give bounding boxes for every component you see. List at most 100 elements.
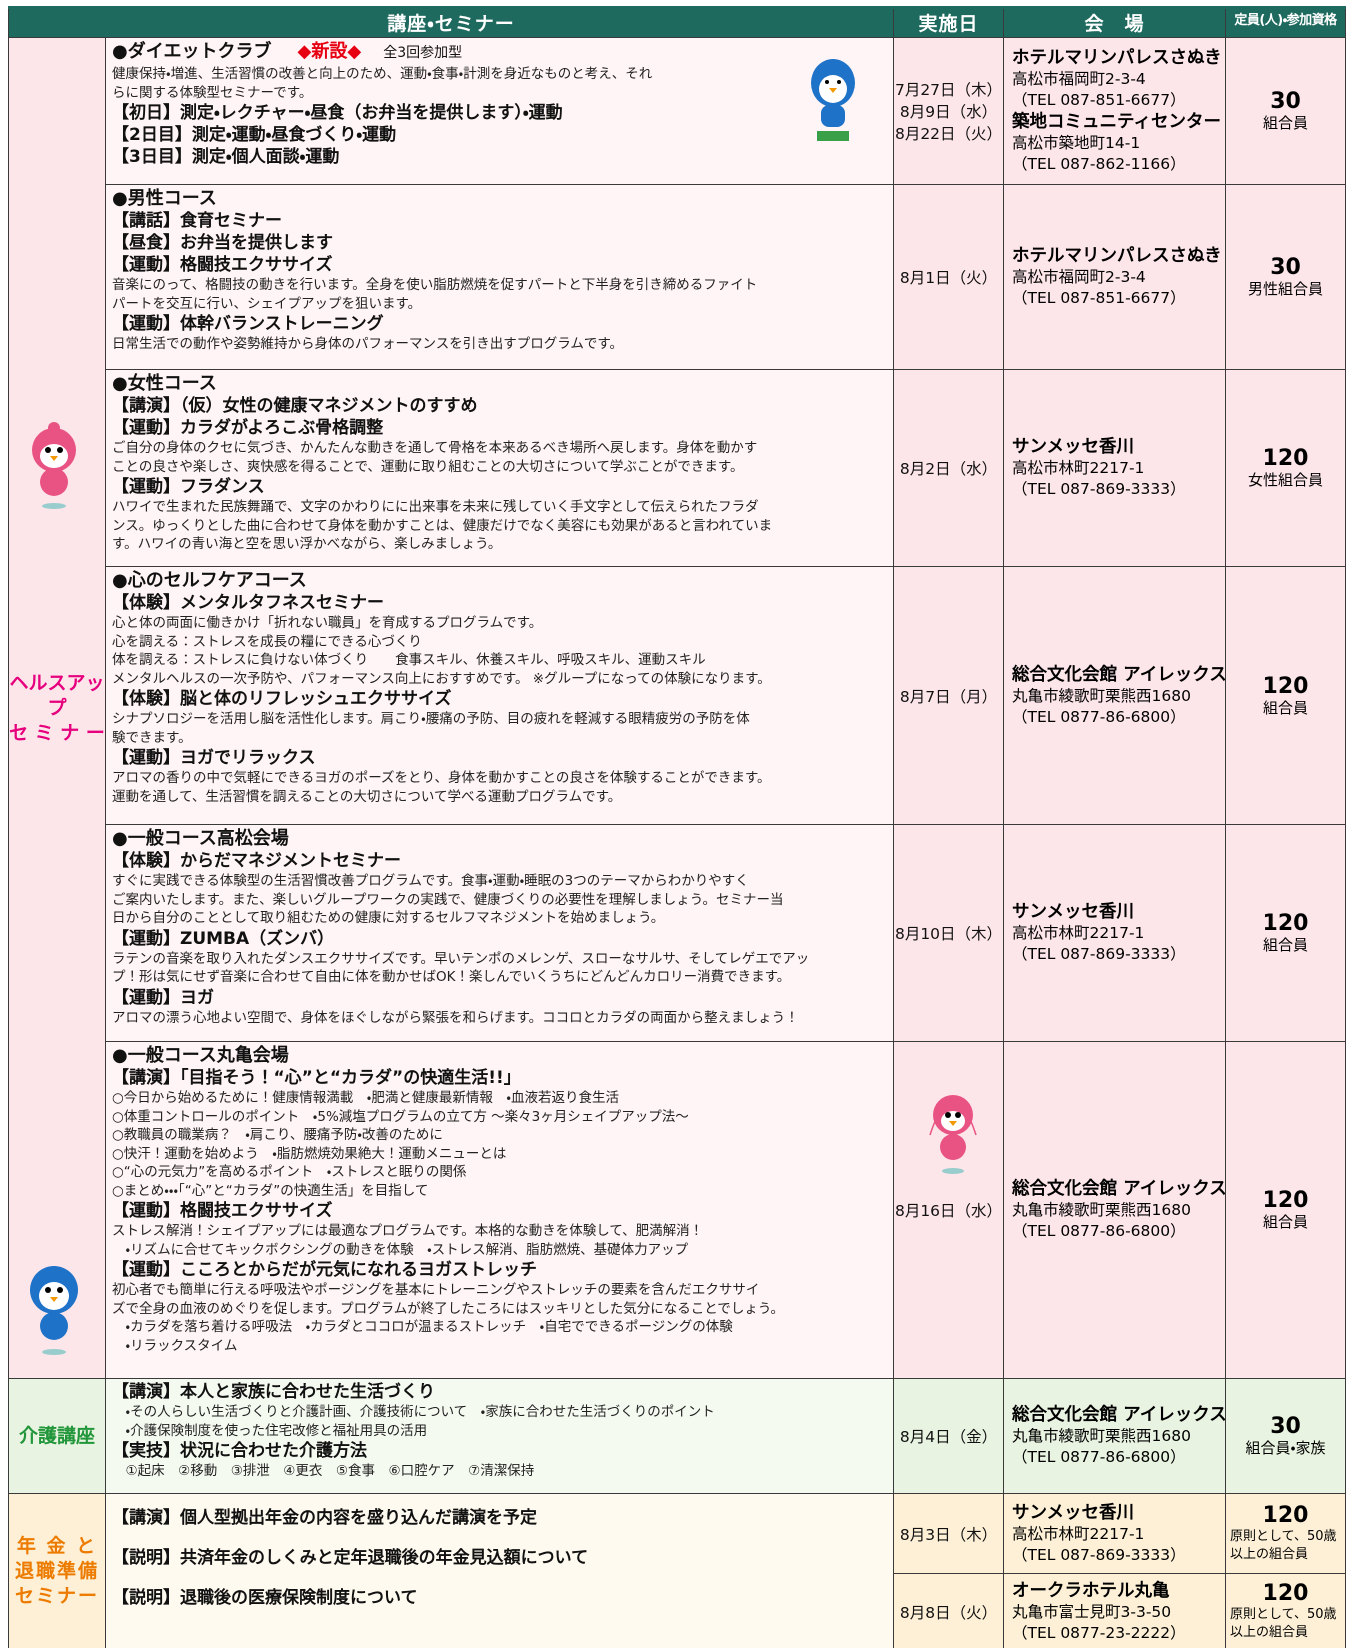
table-row: ●男性コース 【講話】食育セミナー 【昼食】お弁当を提供します 【運動】格闘技エクササ… — [9, 184, 1346, 370]
item-text: 健康保持・増進、生活習慣の改善と向上のため、運動・食事・計測を身近なものと考え、… — [112, 66, 653, 82]
date-cell: 8月8日（火） — [893, 1573, 1004, 1648]
item-heading: 【運動】ZUMBA（ズンバ） — [112, 928, 335, 949]
capacity-cell: 120 女性組合員 — [1225, 369, 1346, 567]
item-heading: 【体験】脳と体のリフレッシュエクササイズ — [112, 689, 452, 709]
item-text: ・リラックスタイム — [112, 1337, 238, 1354]
item-text: ご案内いたします。また、楽しいグループワークの実践で、健康づくりの必要性を理解し… — [112, 891, 784, 908]
date-list: 8月7日（月） — [895, 685, 1003, 707]
date-cell: 8月10日（木） — [893, 824, 1004, 1042]
item-text: ラテンの音楽を取り入れたダンスエクササイズです。早いテンポのメレンゲ、スローなサ… — [112, 950, 810, 967]
date: 8月7日（月） — [899, 687, 998, 706]
title-text: ●一般コース高松会場 — [112, 828, 289, 849]
eligibility: 以上の組合員 — [1230, 1624, 1309, 1640]
category-label: セミナー — [14, 1585, 99, 1607]
capacity-cell: 30 男性組合員 — [1225, 184, 1346, 370]
date-cell: 7月27日（木） 8月9日（水） 8月22日（火） — [893, 37, 1004, 185]
item-text: ことの良さや楽しさ、爽快感を得ることで、運動に取り組むことの大切さについて学ぶこ… — [112, 458, 744, 475]
date: 8月4日（金） — [899, 1428, 998, 1446]
content-cell: ●女性コース 【講演】（仮）女性の健康マネジメントのすすめ 【運動】カラダがよろこぶ… — [105, 369, 894, 567]
item-text: 験できます。 — [112, 729, 192, 746]
date-cell: 8月1日（火） — [893, 184, 1004, 370]
mascot — [32, 422, 76, 509]
item-heading: 【説明】共済年金のしくみと定年退職後の年金見込額について — [112, 1548, 589, 1568]
category-cell: 年 金 と退職準備 セミナー — [8, 1493, 106, 1648]
capacity-cell: 120 原則として、50歳 以上の組合員 — [1225, 1493, 1346, 1574]
venue-address: 高松市築地町14-1 — [1012, 134, 1141, 152]
category-label: ヘルスアップ — [9, 671, 105, 719]
capacity-number: 30 — [1270, 1414, 1301, 1439]
date: 8月16日（水） — [894, 1202, 1003, 1220]
item-heading: 【体験】メンタルタフネスセミナー — [112, 593, 384, 613]
date-cell: 8月4日（金） — [893, 1378, 1004, 1494]
course-title: ●男性コース — [112, 187, 893, 210]
item-text: ○今日から始めるために！健康情報満載 ・肥満と健康最新情報 ・血液若返り食生活 — [112, 1090, 619, 1106]
item-text: プ！形は気にせず音楽に合わせて自由に体を動かせばOK！楽しんでいくうちにどんどん… — [112, 969, 791, 985]
venue-tel: （TEL 0877-86-6800） — [1012, 1448, 1186, 1466]
date: 8月8日（火） — [899, 1603, 998, 1622]
date-cell: 8月7日（月） — [893, 566, 1004, 825]
venue-address: 丸亀市綾歌町栗熊西1680 — [1012, 1201, 1191, 1219]
date: 8月22日（火） — [894, 125, 1003, 143]
item-text: 心と体の両面に働きかけ「折れない職員」を育成するプログラムです。 — [112, 615, 543, 631]
item-text: パートを交互に行い、シェイプアップを狙います。 — [112, 295, 422, 312]
eligibility: 男性組合員 — [1247, 280, 1323, 298]
item-heading: 【運動】こころとからだが元気になれるヨガストレッチ — [112, 1260, 537, 1280]
header-venue: 会 場 — [1003, 6, 1226, 38]
venue-address: 高松市福岡町2-3-4 — [1012, 268, 1146, 286]
category-cell: ヘルスアップセ ミ ナ ー — [8, 37, 106, 1379]
venue-cell: サンメッセ香川 高松市林町2217-1 （TEL 087-869-3333） — [1003, 369, 1226, 567]
mascot — [811, 59, 855, 141]
item-text: ご自分の身体のクセに気づき、かんたんな動きを通して骨格を本来あるべき場所へ戻しま… — [112, 440, 758, 456]
venue-address: 高松市林町2217-1 — [1012, 924, 1145, 942]
item-text: シナプソロジーを活用し脳を活性化します。肩こり・腰痛の予防、目の疲れを軽減する眼… — [112, 711, 750, 727]
table-row: ●女性コース 【講演】（仮）女性の健康マネジメントのすすめ 【運動】カラダがよろこぶ… — [9, 369, 1346, 567]
date-list: 8月16日（水） — [894, 1199, 1003, 1221]
content-cell: ●男性コース 【講話】食育セミナー 【昼食】お弁当を提供します 【運動】格闘技エクササ… — [105, 184, 894, 370]
venue-cell: ホテルマリンパレスさぬき 高松市福岡町2-3-4 （TEL 087-851-6677… — [1003, 184, 1226, 370]
date-list: 8月2日（水） — [895, 457, 1003, 479]
capacity-number: 120 — [1262, 673, 1309, 699]
capacity-cell: 120 原則として、50歳 以上の組合員 — [1225, 1573, 1346, 1648]
table-row: 介護講座 【講演】本人と家族に合わせた生活づくり ・その人らしい生活づくりと介護計… — [8, 1378, 1346, 1494]
course-title: ●一般コース丸亀会場 — [112, 1044, 893, 1067]
content-cell: ●ダイエットクラブ ◆新設◆ 全3回参加型 健康保持・増進、生活習慣の改善と向上のため… — [105, 37, 894, 185]
venue-name: ホテルマリンパレスさぬき — [1012, 246, 1222, 266]
item-text: アロマの漂う心地よい空間で、身体をほぐしながら緊張を和らげます。ココロとカラダの… — [112, 1009, 799, 1026]
content-cell: 【講演】本人と家族に合わせた生活づくり ・その人らしい生活づくりと介護計画、介護… — [105, 1378, 894, 1494]
venue-name: 総合文化会館 アイレックス — [1012, 664, 1226, 685]
item-heading: 【運動】ヨガでリラックス — [112, 748, 316, 768]
capacity-cell: 120 組合員 — [1225, 566, 1346, 825]
item-text: アロマの香りの中で気軽にできるヨガのポーズをとり、身体を動かすことの良さを体験す… — [112, 770, 771, 786]
item-text: ・その人らしい生活づくりと介護計画、介護技術について ・家族に合わせた生活づくり… — [112, 1404, 715, 1420]
item-heading: 【説明】退職後の医療保険制度について — [112, 1588, 418, 1608]
item-text: 体を調える：ストレスに負けない体づくり 食事スキル、休養スキル、呼吸スキル、運動… — [112, 652, 706, 668]
venue-name: 総合文化会館 アイレックス — [1012, 1405, 1226, 1425]
capacity-cell: 120 組合員 — [1225, 824, 1346, 1042]
header-course: 講座・セミナー — [8, 6, 894, 38]
date-list: 8月3日（木） — [895, 1523, 1003, 1545]
item-heading: 【運動】ヨガ — [112, 987, 214, 1008]
table-row: ●一般コース高松会場 【体験】からだマネジメントセミナー すぐに実践できる体験型の生… — [9, 824, 1346, 1042]
venue-tel: （TEL 0877-23-2222） — [1012, 1623, 1186, 1642]
venue-address: 高松市福岡町2-3-4 — [1012, 70, 1146, 88]
title-note: 全3回参加型 — [383, 45, 463, 61]
item-text: 心を調える：ストレスを成長の糧にできる心づくり — [112, 633, 422, 650]
date-cell: 8月2日（水） — [893, 369, 1004, 567]
content-cell: 【講演】個人型拠出年金の内容を盛り込んだ講演を予定 【説明】共済年金のしくみと定年… — [105, 1493, 894, 1648]
eligibility: 組合員 — [1262, 1213, 1308, 1231]
item-text: ○まとめ・・・「“心”と“カラダ”の快適生活」を目指して — [112, 1182, 429, 1199]
item-text: らに関する体験型セミナーです。 — [112, 84, 313, 101]
venue-cell: オークラホテル丸亀 丸亀市富士見町3-3-50 （TEL 0877-23-2222） — [1003, 1573, 1226, 1648]
date: 8月2日（水） — [899, 460, 998, 478]
table-row: 年 金 と退職準備 セミナー 【講演】個人型拠出年金の内容を盛り込んだ講演を予定 【説… — [8, 1493, 1346, 1648]
venue-address: 高松市林町2217-1 — [1012, 1524, 1145, 1543]
category-label: セ ミ ナ ー — [9, 721, 105, 744]
venue-tel: （TEL 0877-86-6800） — [1012, 1222, 1186, 1240]
course-title: ●一般コース高松会場 — [112, 827, 893, 850]
eligibility: 以上の組合員 — [1230, 1546, 1309, 1562]
item-text: 運動を通して、生活習慣を調えることの大切さについて学べる運動プログラムです。 — [112, 788, 622, 805]
header-capacity: 定員(人)・参加資格 — [1225, 6, 1346, 38]
capacity-number: 30 — [1270, 89, 1301, 114]
eligibility: 原則として、50歳 — [1230, 1528, 1337, 1544]
venue-tel: （TEL 087-851-6677） — [1012, 91, 1186, 109]
